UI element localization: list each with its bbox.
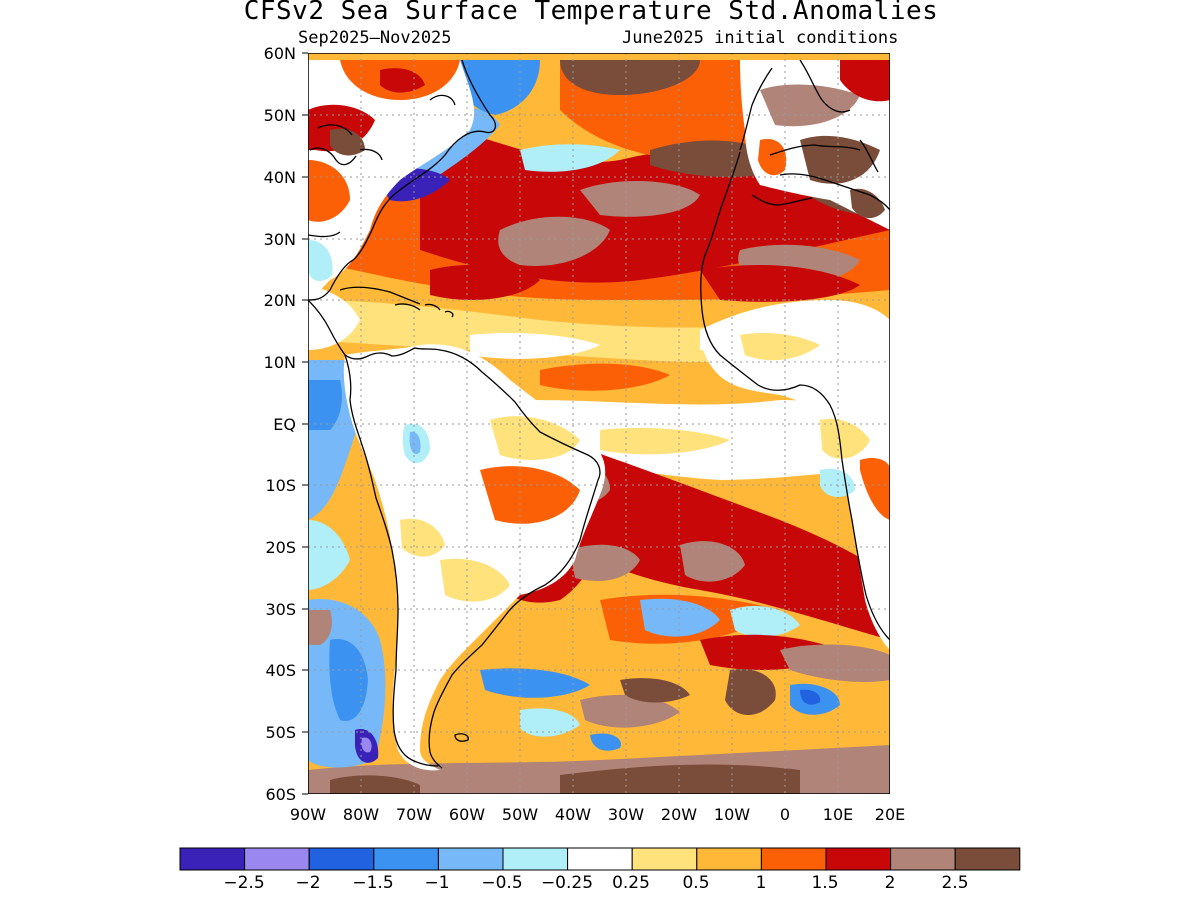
legend-swatch	[179, 847, 246, 871]
lat-label: 40N	[264, 168, 296, 187]
lon-label: 0	[780, 805, 790, 824]
lon-label: 20W	[661, 805, 697, 824]
initial-conditions-label: June2025 initial conditions	[622, 28, 899, 48]
longitude-labels: 90W 80W 70W 60W 50W 40W 30W 20W 10W 0 10…	[290, 805, 905, 824]
legend-swatch	[696, 847, 762, 871]
lon-label: 20E	[875, 805, 905, 824]
lat-label: 60S	[265, 785, 296, 804]
legend-swatch	[760, 847, 827, 871]
legend-label: 1.5	[811, 873, 838, 893]
forecast-period: Sep2025–Nov2025	[298, 28, 452, 48]
lat-label: 30S	[265, 600, 296, 619]
lat-label: 20N	[264, 291, 296, 310]
legend-swatch	[890, 847, 956, 871]
legend-swatch	[437, 847, 504, 871]
legend-label: −0.5	[481, 873, 522, 893]
lon-label: 10E	[823, 805, 853, 824]
lon-label: 90W	[290, 805, 326, 824]
legend-swatch	[631, 847, 698, 871]
lat-label: 10S	[265, 476, 296, 495]
legend-label: 2.5	[941, 873, 968, 893]
legend-swatch	[244, 847, 310, 871]
legend-swatch	[308, 847, 375, 871]
legend-label: −0.25	[541, 873, 593, 893]
coastlines	[308, 59, 890, 769]
legend-label: 2	[885, 873, 896, 893]
legend-swatch	[954, 847, 1021, 871]
legend-label: −2.5	[223, 873, 264, 893]
latitude-labels: 60N 50N 40N 30N 20N 10N EQ 10S 20S 30S 4…	[264, 44, 296, 804]
legend-swatch	[502, 847, 569, 871]
lat-label: 60N	[264, 44, 296, 63]
color-legend	[179, 847, 1021, 871]
lat-label: 30N	[264, 230, 296, 249]
lat-label: EQ	[273, 415, 296, 434]
map-title: CFSv2 Sea Surface Temperature Std.Anomal…	[243, 0, 939, 26]
legend-label: −2	[295, 873, 320, 893]
legend-label: 0.5	[682, 873, 709, 893]
legend-label: −1	[424, 873, 449, 893]
legend-label: 1	[756, 873, 767, 893]
lat-label: 10N	[264, 353, 296, 372]
lat-label: 50N	[264, 106, 296, 125]
lon-label: 10W	[714, 805, 750, 824]
lat-label: 40S	[265, 661, 296, 680]
lon-label: 80W	[343, 805, 379, 824]
legend-label: −1.5	[352, 873, 393, 893]
lon-label: 70W	[396, 805, 432, 824]
lon-label: 40W	[555, 805, 591, 824]
lat-label: 20S	[265, 538, 296, 557]
map-field	[308, 53, 890, 794]
axis-ticks	[302, 52, 308, 795]
graticule	[308, 53, 890, 794]
legend-swatch	[567, 847, 633, 871]
legend-swatch	[825, 847, 892, 871]
lon-label: 50W	[502, 805, 538, 824]
legend-label: 0.25	[612, 873, 650, 893]
legend-labels: −2.5 −2 −1.5 −1 −0.5 −0.25 0.25 0.5 1 1.…	[223, 873, 968, 893]
lat-label: 50S	[265, 723, 296, 742]
lon-label: 60W	[449, 805, 485, 824]
legend-swatch	[373, 847, 439, 871]
lon-label: 30W	[608, 805, 644, 824]
